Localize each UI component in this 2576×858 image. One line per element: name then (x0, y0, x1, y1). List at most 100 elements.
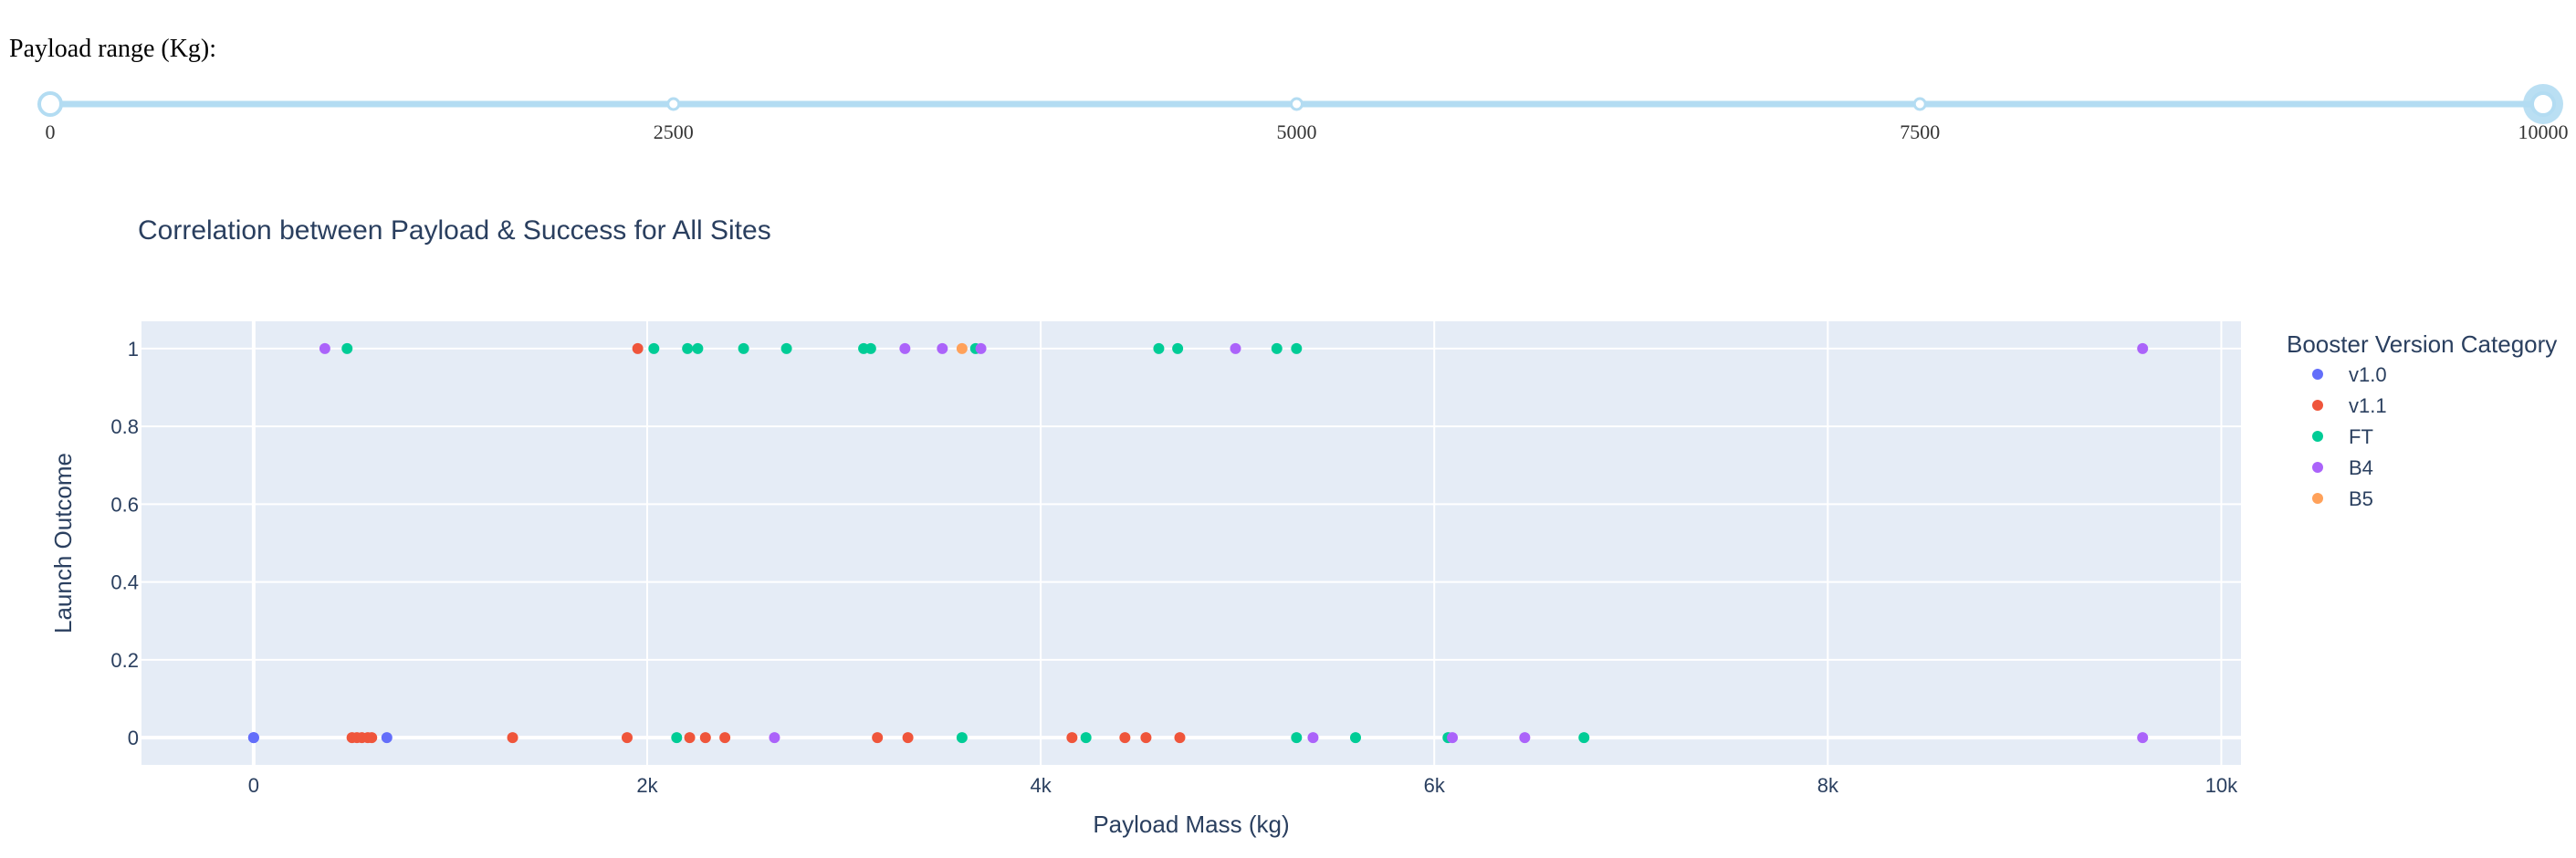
data-point (864, 342, 876, 354)
data-point (682, 342, 694, 354)
data-point (1153, 342, 1165, 354)
y-tick-label: 0 (128, 727, 139, 749)
data-point (341, 342, 353, 354)
x-tick-label: 8k (1817, 774, 1839, 797)
data-point (1307, 732, 1319, 744)
legend-item-v1-1[interactable]: v1.1 (2312, 394, 2387, 417)
legend-marker (2312, 369, 2323, 380)
data-point (699, 732, 711, 744)
y-axis-ticks: 0 0.2 0.4 0.6 0.8 1 (110, 338, 139, 749)
data-point (872, 732, 884, 744)
data-point (769, 732, 780, 744)
slider-handles[interactable] (37, 84, 2563, 124)
data-point (671, 732, 683, 744)
legend-marker (2312, 431, 2323, 442)
data-point (937, 342, 948, 354)
legend[interactable]: Booster Version Category v1.0 v1.1 FT B4 B5 (2287, 330, 2557, 510)
data-point (319, 342, 330, 354)
legend-item-b5[interactable]: B5 (2312, 487, 2373, 510)
legend-item-v1-0[interactable]: v1.0 (2312, 363, 2387, 386)
data-points (247, 342, 2149, 744)
data-point (621, 732, 633, 744)
data-point (902, 732, 914, 744)
legend-label: v1.0 (2349, 363, 2387, 386)
data-point (1349, 732, 1361, 744)
y-tick-label: 0.8 (110, 415, 139, 438)
data-point (1291, 732, 1303, 744)
data-point (2137, 342, 2149, 354)
slider-handle-min[interactable] (37, 91, 63, 117)
data-point (1230, 342, 1241, 354)
slider-mark-dot (1912, 97, 1927, 111)
series-v1-1 (346, 342, 1186, 744)
payload-range-slider[interactable]: 0 2500 5000 7500 10000 (0, 0, 2576, 155)
data-point (692, 342, 704, 354)
x-axis-label: Payload Mass (kg) (1093, 811, 1289, 838)
legend-marker (2312, 493, 2323, 504)
slider-mark-dot (1290, 97, 1304, 111)
data-point (2137, 732, 2149, 744)
data-point (507, 732, 518, 744)
data-point (1172, 342, 1184, 354)
legend-label: v1.1 (2349, 394, 2387, 417)
slider-mark-label: 5000 (1277, 120, 1317, 143)
slider-handle-max[interactable] (2530, 91, 2556, 117)
data-point (366, 732, 378, 744)
data-point (956, 342, 968, 354)
data-point (1119, 732, 1131, 744)
slider-marks: 0 2500 5000 7500 10000 (46, 97, 2569, 143)
data-point (1140, 732, 1152, 744)
data-point (1519, 732, 1531, 744)
data-point (247, 732, 259, 744)
slider-mark-dot (666, 97, 681, 111)
data-point (381, 732, 393, 744)
legend-title: Booster Version Category (2287, 330, 2557, 358)
legend-item-ft[interactable]: FT (2312, 425, 2373, 448)
x-tick-label: 2k (636, 774, 658, 797)
legend-marker (2312, 400, 2323, 411)
data-point (1291, 342, 1303, 354)
data-point (1271, 342, 1283, 354)
data-point (1174, 732, 1186, 744)
series-ft (341, 342, 1590, 744)
x-axis-ticks: 0 2k 4k 6k 8k 10k (248, 774, 2238, 797)
y-axis-label: Launch Outcome (49, 453, 77, 633)
slider-mark-label: 7500 (1900, 120, 1940, 143)
y-tick-label: 0.4 (110, 571, 139, 594)
x-tick-label: 6k (1424, 774, 1446, 797)
slider-mark-label: 2500 (654, 120, 694, 143)
series-b4 (319, 342, 2149, 744)
legend-label: FT (2349, 425, 2373, 448)
y-tick-label: 0.6 (110, 493, 139, 516)
x-tick-label: 4k (1030, 774, 1052, 797)
plot-area (141, 321, 2241, 765)
series-v1-0 (247, 732, 393, 744)
payload-range-label: Payload range (Kg): (9, 35, 217, 63)
data-point (1578, 732, 1590, 744)
data-point (1447, 732, 1459, 744)
data-point (780, 342, 792, 354)
slider-mark-label: 0 (46, 120, 56, 143)
data-point (956, 732, 968, 744)
legend-marker (2312, 462, 2323, 473)
data-point (1080, 732, 1092, 744)
y-tick-label: 1 (128, 338, 139, 361)
legend-label: B4 (2349, 456, 2373, 479)
chart-title: Correlation between Payload & Success fo… (138, 215, 771, 246)
y-tick-label: 0.2 (110, 649, 139, 672)
series-b5 (956, 342, 968, 354)
plot-background (141, 321, 2241, 765)
data-point (648, 342, 660, 354)
x-tick-label: 0 (248, 774, 259, 797)
x-tick-label: 10k (2205, 774, 2238, 797)
data-point (719, 732, 731, 744)
data-point (684, 732, 696, 744)
data-point (975, 342, 987, 354)
slider-mark-label: 10000 (2518, 120, 2569, 143)
data-point (1066, 732, 1078, 744)
legend-label: B5 (2349, 487, 2373, 510)
legend-item-b4[interactable]: B4 (2312, 456, 2373, 479)
data-point (632, 342, 644, 354)
data-point (899, 342, 911, 354)
